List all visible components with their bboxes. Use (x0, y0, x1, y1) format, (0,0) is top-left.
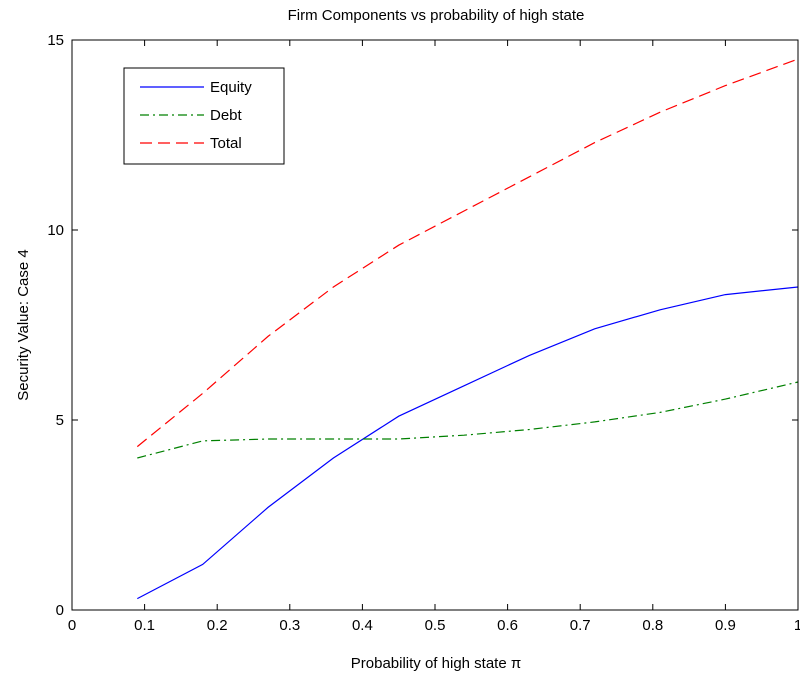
x-axis-label: Probability of high state π (351, 655, 521, 672)
x-tick-label: 0.8 (642, 617, 663, 634)
legend-box (123, 67, 285, 165)
legend-label-debt: Debt (210, 107, 243, 124)
legend-label-equity: Equity (210, 79, 252, 96)
x-tick-label: 1 (794, 617, 800, 634)
x-tick-label: 0.2 (207, 617, 228, 634)
x-tick-label: 0.1 (134, 617, 155, 634)
x-tick-label: 0.7 (570, 617, 591, 634)
series-line-equity (137, 286, 799, 600)
x-tick-label: 0.3 (279, 617, 300, 634)
legend: Equity Debt Total (123, 67, 285, 165)
legend-label-total: Total (210, 135, 242, 152)
x-tick-label: 0.4 (352, 617, 373, 634)
series-line-debt (137, 381, 799, 459)
y-axis: 0 5 10 15 (47, 32, 798, 619)
x-tick-label: 0.9 (715, 617, 736, 634)
x-tick-label: 0.6 (497, 617, 518, 634)
y-tick-label: 0 (56, 602, 64, 619)
x-axis: 0 0.1 0.2 0.3 0.4 0.5 0.6 0.7 0.8 0.9 1 (68, 40, 800, 634)
series-line-total (136, 58, 799, 448)
x-tick-label: 0.5 (425, 617, 446, 634)
y-tick-label: 15 (47, 32, 64, 49)
series-layer (136, 58, 799, 600)
chart-title: Firm Components vs probability of high s… (288, 7, 585, 24)
y-tick-label: 10 (47, 222, 64, 239)
x-tick-label: 0 (68, 617, 76, 634)
y-tick-label: 5 (56, 412, 64, 429)
y-axis-label: Security Value: Case 4 (15, 249, 32, 400)
